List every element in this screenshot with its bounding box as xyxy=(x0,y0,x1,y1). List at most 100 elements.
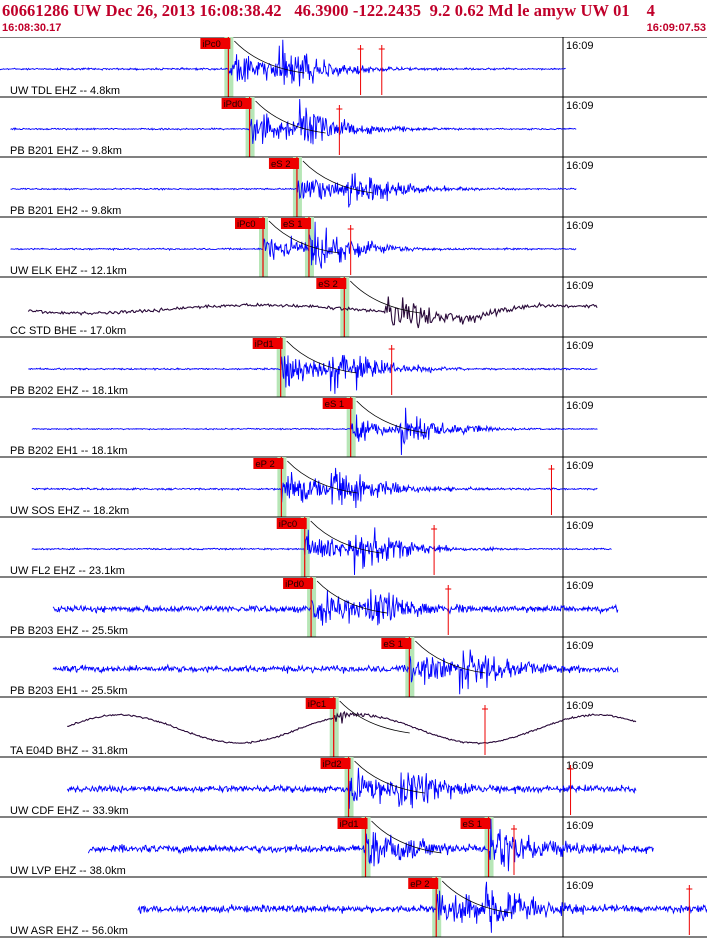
waveform-trace[interactable] xyxy=(52,649,619,695)
pick-label: iPc0 xyxy=(237,219,255,230)
trace-row[interactable]: 16:09 iPc1 TA E04D BHZ -- 31.8km xyxy=(0,696,707,757)
pick-flag[interactable] xyxy=(322,398,353,409)
trace-row[interactable]: 16:09 eP 2 UW SOS EHZ -- 18.2km xyxy=(0,456,707,517)
travel-time-curve xyxy=(339,700,410,734)
waveform-trace[interactable] xyxy=(28,354,598,394)
minute-label: 16:09 xyxy=(566,820,594,832)
waveform-trace[interactable] xyxy=(10,172,577,208)
minute-label: 16:09 xyxy=(566,160,594,172)
pick-flag[interactable] xyxy=(283,578,314,589)
minute-label: 16:09 xyxy=(566,400,594,412)
travel-time-curve xyxy=(268,220,340,254)
station-label: TA E04D BHZ -- 31.8km xyxy=(10,745,128,757)
trace-row[interactable]: 16:09 iPd1 eS 1 UW LVP EHZ -- 38.0km xyxy=(0,816,707,877)
waveform-trace[interactable] xyxy=(137,881,707,933)
pick-flag[interactable] xyxy=(235,218,266,229)
trace-row[interactable]: 16:09 iPd1 PB B202 EHZ -- 18.1km xyxy=(0,336,707,397)
trace-row[interactable]: 16:09 eP 2 UW ASR EHZ -- 56.0km xyxy=(0,876,707,937)
pick-flag[interactable] xyxy=(316,278,347,289)
minute-label: 16:09 xyxy=(566,460,594,472)
pick-label: eS 1 xyxy=(383,639,403,650)
travel-time-curve xyxy=(415,640,486,674)
travel-time-curve xyxy=(371,820,442,854)
travel-time-curve xyxy=(286,340,357,374)
pick-label: iPd1 xyxy=(255,339,274,350)
minute-label: 16:09 xyxy=(566,580,594,592)
minute-label: 16:09 xyxy=(566,100,594,112)
station-label: UW LVP EHZ -- 38.0km xyxy=(10,865,126,877)
travel-time-curve xyxy=(310,520,381,554)
station-label: PB B203 EH1 -- 25.5km xyxy=(10,685,127,697)
pick-label: eS 1 xyxy=(325,399,345,410)
station-label: PB B202 EHZ -- 18.1km xyxy=(10,385,128,397)
waveform-trace[interactable] xyxy=(52,589,619,626)
pick-label: eS 1 xyxy=(463,819,483,830)
travel-time-curve xyxy=(356,400,427,434)
pick-flag[interactable] xyxy=(408,878,439,889)
trace-row[interactable]: 16:09 iPc0 UW FL2 EHZ -- 23.1km xyxy=(0,516,707,577)
trace-row[interactable]: 16:09 eS 1 PB B203 EH1 -- 25.5km xyxy=(0,636,707,697)
waveform-trace[interactable] xyxy=(0,39,566,87)
pick-flag[interactable] xyxy=(253,458,284,469)
pick-flag[interactable] xyxy=(268,158,299,169)
pick-label: iPc1 xyxy=(308,699,326,710)
travel-time-curve xyxy=(354,760,425,794)
pick-flag[interactable] xyxy=(221,98,252,109)
pick-label: iPc0 xyxy=(279,519,297,530)
station-label: PB B201 EHZ -- 9.8km xyxy=(10,145,122,157)
trace-row[interactable]: 16:09 iPc0 UW TDL EHZ -- 4.8km xyxy=(0,37,707,97)
pick-flag[interactable] xyxy=(252,338,283,349)
pick-label: eS 2 xyxy=(318,279,338,290)
station-label: UW TDL EHZ -- 4.8km xyxy=(10,85,120,97)
pick-label: iPd0 xyxy=(224,99,243,110)
trace-row[interactable]: 16:09 eS 1 PB B202 EH1 -- 18.1km xyxy=(0,396,707,457)
travel-time-curve xyxy=(234,40,305,74)
waveform-trace[interactable] xyxy=(66,767,637,809)
window-end-time: 16:09:07.53 xyxy=(646,22,706,34)
waveform-trace[interactable] xyxy=(10,98,577,145)
trace-row[interactable]: 16:09 iPd0 PB B203 EHZ -- 25.5km xyxy=(0,576,707,637)
travel-time-curve xyxy=(302,160,373,194)
travel-time-curve xyxy=(255,100,326,134)
pick-flag[interactable] xyxy=(337,818,368,829)
station-label: UW ELK EHZ -- 12.1km xyxy=(10,265,127,277)
station-label: CC STD BHE -- 17.0km xyxy=(10,325,126,337)
minute-label: 16:09 xyxy=(566,340,594,352)
trace-row[interactable]: 16:09 eS 2 PB B201 EH2 -- 9.8km xyxy=(0,156,707,217)
waveform-trace[interactable] xyxy=(31,407,598,456)
waveform-trace[interactable] xyxy=(87,818,654,872)
pick-label: eP 2 xyxy=(255,459,274,470)
event-header: 60661286 UW Dec 26, 2013 16:08:38.42 46.… xyxy=(0,0,707,38)
pick-flag[interactable] xyxy=(381,638,412,649)
station-label: UW FL2 EHZ -- 23.1km xyxy=(10,565,125,577)
waveform-trace[interactable] xyxy=(27,296,598,329)
pick-flag[interactable] xyxy=(305,698,336,709)
pick-flag[interactable] xyxy=(280,218,311,229)
window-start-time: 16:08:30.17 xyxy=(2,22,62,34)
minute-label: 16:09 xyxy=(566,280,594,292)
pick-flag[interactable] xyxy=(320,758,351,769)
pick-flag[interactable] xyxy=(200,38,231,49)
station-label: UW CDF EHZ -- 33.9km xyxy=(10,805,129,817)
seismogram-panel[interactable]: 16:09 iPc0 UW TDL EHZ -- 4.8km 16:09 iPd0 PB … xyxy=(0,37,707,938)
pick-label: iPc0 xyxy=(202,39,220,50)
pick-label: iPd1 xyxy=(340,819,359,830)
waveform-trace[interactable] xyxy=(10,221,577,269)
trace-row[interactable]: 16:09 iPd0 PB B201 EHZ -- 9.8km xyxy=(0,96,707,157)
pick-label: iPd2 xyxy=(323,759,342,770)
waveform-trace[interactable] xyxy=(67,710,637,745)
pick-label: eS 1 xyxy=(283,219,303,230)
station-label: UW SOS EHZ -- 18.2km xyxy=(10,505,129,517)
waveform-trace[interactable] xyxy=(31,467,598,509)
station-label: PB B201 EH2 -- 9.8km xyxy=(10,205,121,217)
trace-row[interactable]: 16:09 eS 2 CC STD BHE -- 17.0km xyxy=(0,276,707,337)
waveform-trace[interactable] xyxy=(31,527,612,576)
minute-label: 16:09 xyxy=(566,220,594,232)
pick-label: eP 2 xyxy=(410,879,429,890)
minute-label: 16:09 xyxy=(566,880,594,892)
pick-flag[interactable] xyxy=(276,518,307,529)
pick-flag[interactable] xyxy=(460,818,491,829)
trace-row[interactable]: 16:09 iPc0 eS 1 UW ELK EHZ -- 12.1km xyxy=(0,216,707,277)
pick-label: eS 2 xyxy=(271,159,291,170)
